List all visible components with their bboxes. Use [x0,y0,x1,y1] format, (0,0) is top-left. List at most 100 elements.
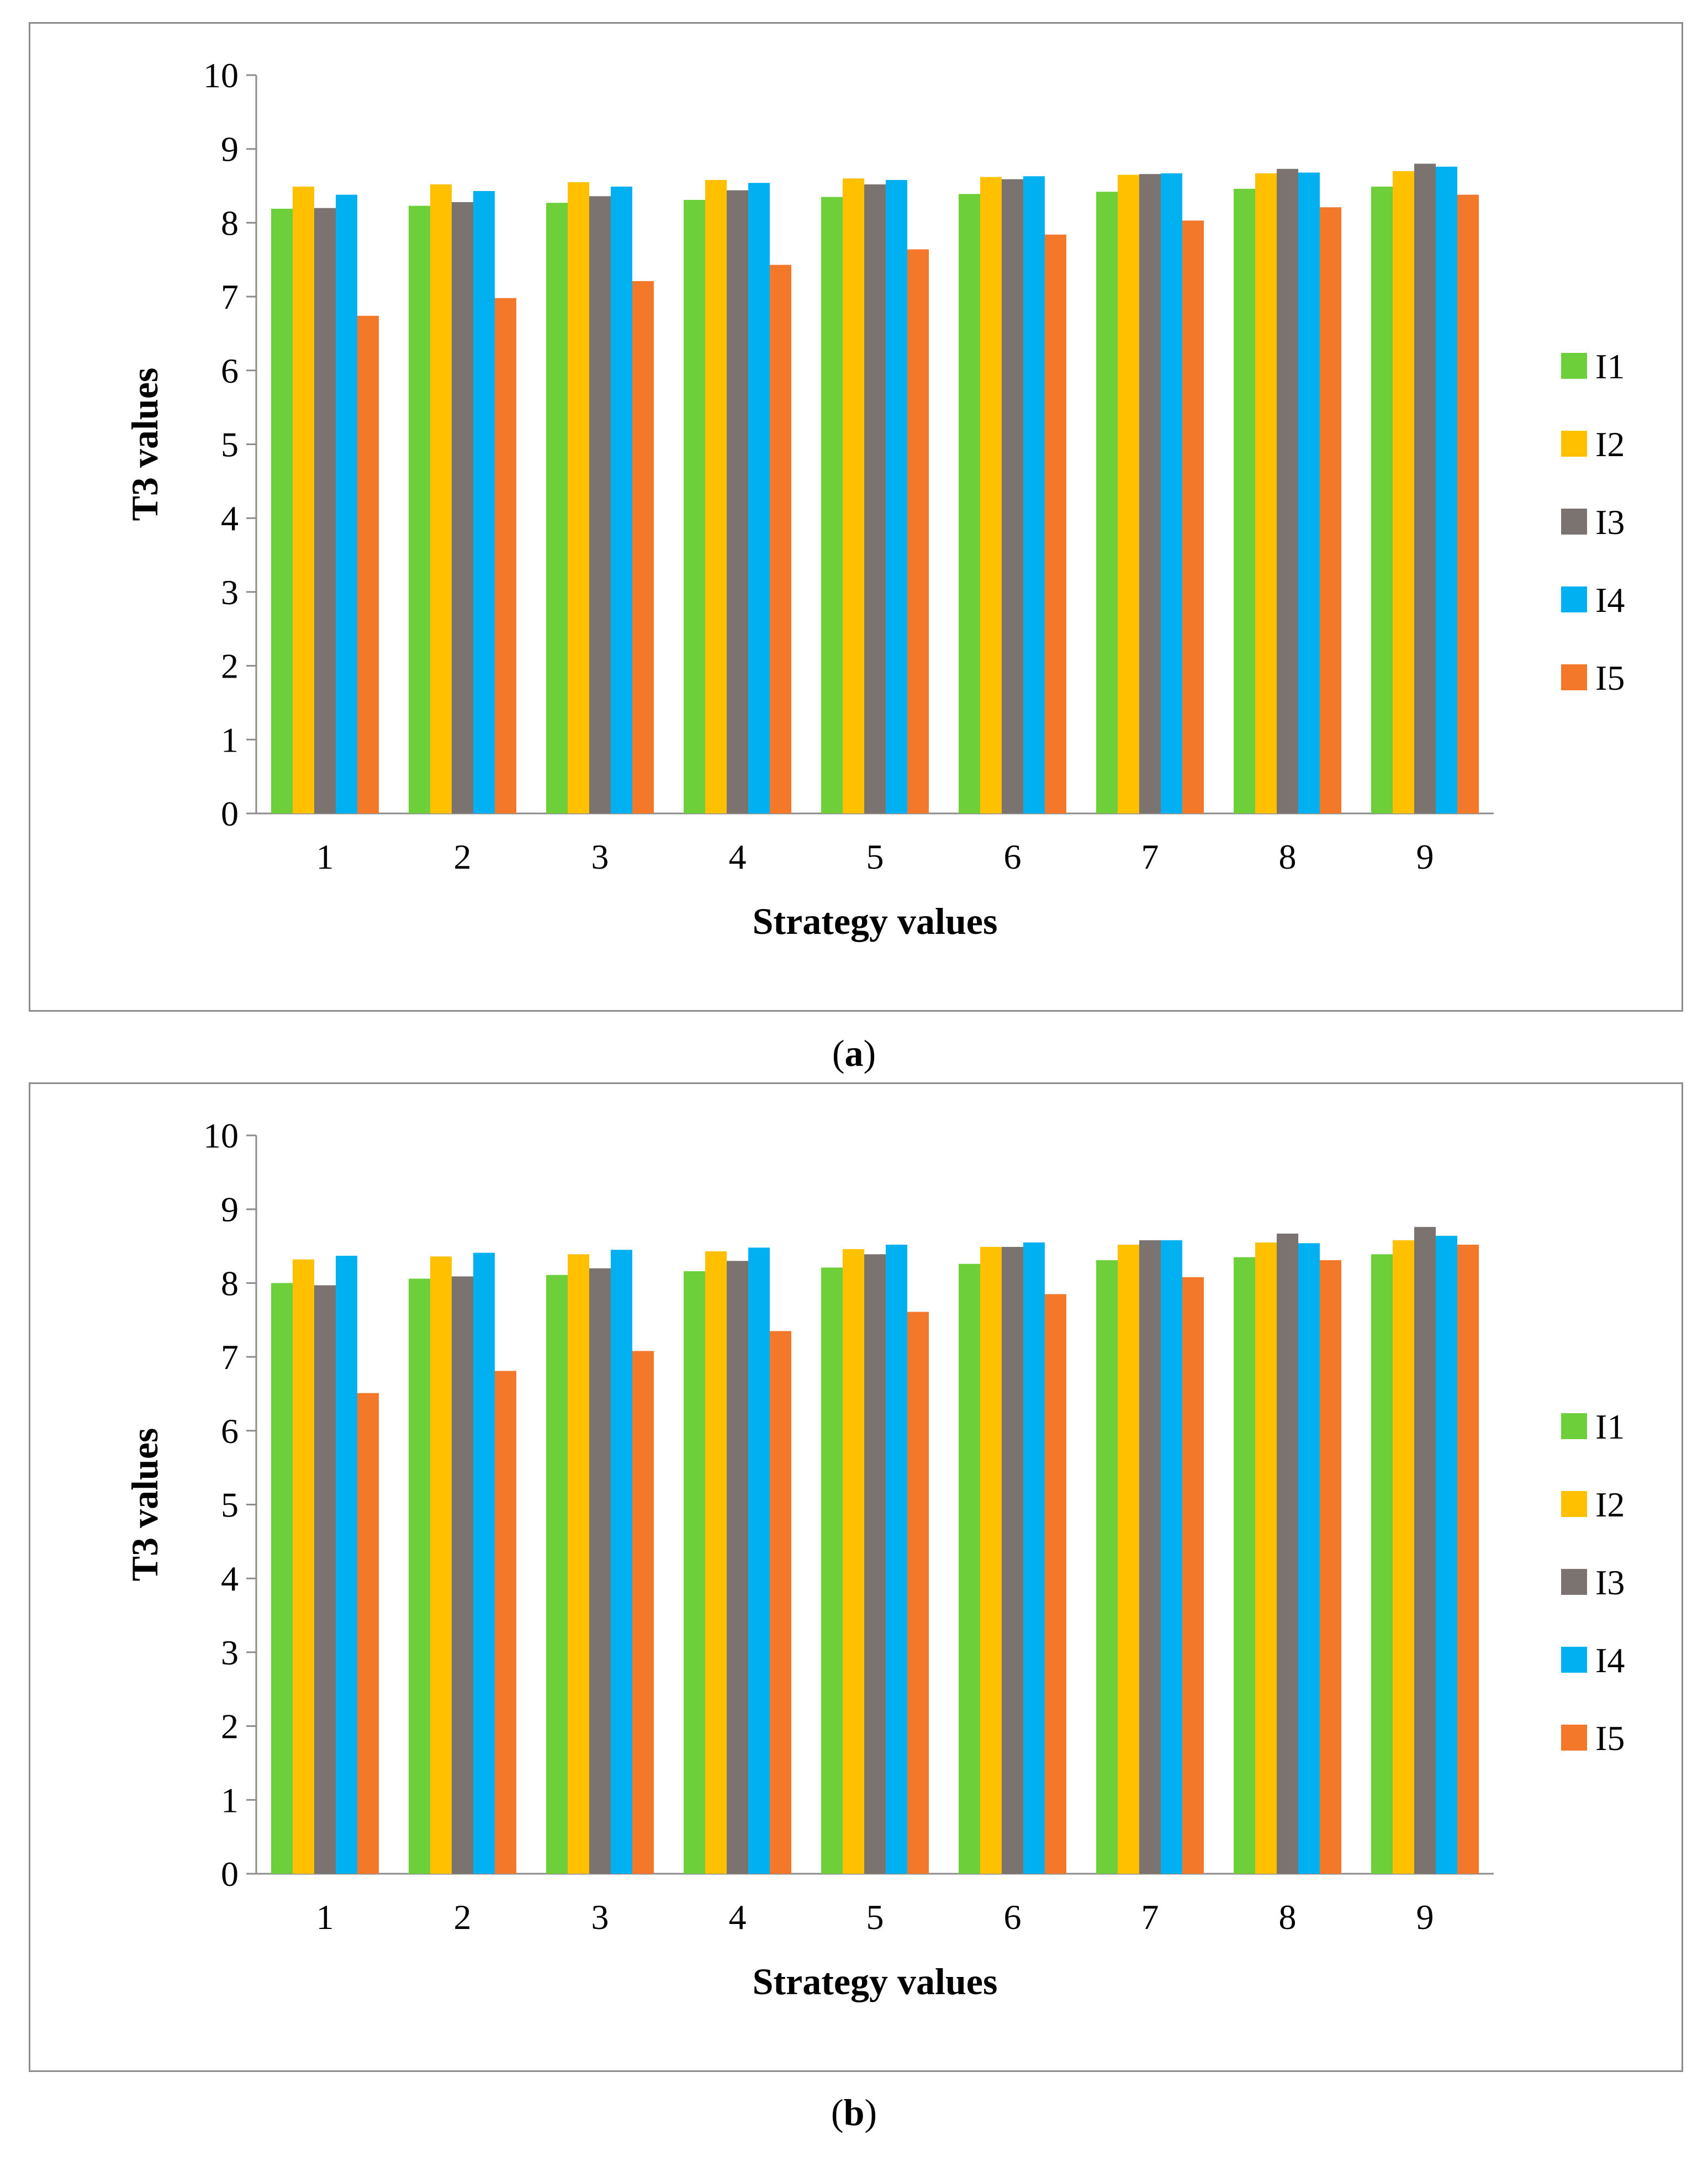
bar-i4-6 [1023,1242,1045,1874]
bar-i2-2 [430,1256,452,1874]
bar-i4-2 [473,191,495,814]
bar-i3-6 [1002,1246,1023,1874]
bar-i4-4 [748,183,770,813]
bar-i2-8 [1255,1242,1277,1874]
bar-i1-2 [409,205,430,814]
bar-i5-4 [770,1331,791,1874]
legend-swatch-i5 [1561,664,1587,690]
bar-i1-5 [821,197,843,814]
bar-i1-1 [271,208,293,813]
bar-i2-9 [1393,171,1414,813]
bar-i4-3 [611,1250,632,1874]
bar-i4-6 [1023,176,1045,814]
legend-swatch-i4 [1561,1647,1587,1673]
bar-i1-6 [959,1264,980,1874]
y-tick-label: 9 [221,130,239,169]
bar-i2-8 [1255,173,1277,813]
bar-chart-a: 0 1 2 3 4 5 6 7 8 9 10 1 2 3 4 5 6 7 8 9 Strategy values T3 v… [124,56,1625,942]
legend-swatch-i4 [1561,586,1587,612]
bar-i3-9 [1414,163,1436,814]
x-tick-label: 7 [1141,837,1159,876]
bar-i1-6 [959,194,980,814]
bar-i4-1 [336,194,357,813]
bar-i2-9 [1393,1240,1414,1874]
chart-panel-a: 0 1 2 3 4 5 6 7 8 9 10 1 2 3 4 5 6 7 8 9 Strategy values T3 v… [29,22,1683,1012]
y-tick-label: 4 [221,1559,239,1598]
bar-i2-7 [1118,175,1139,813]
bar-i2-5 [843,178,864,814]
x-tick-label: 7 [1141,1897,1159,1937]
bar-i3-2 [452,1276,473,1874]
x-tick-label: 8 [1279,1897,1297,1937]
bar-chart-b: 0 1 2 3 4 5 6 7 8 9 10 1 2 3 4 5 6 7 8 9 Strategy values T3 v… [124,1116,1625,2002]
y-tick-label: 5 [221,425,239,464]
y-tick-label: 7 [221,1338,239,1377]
y-tick-label: 6 [221,1412,239,1451]
legend-swatch-i3 [1561,1569,1587,1595]
x-tick-label: 2 [454,1897,472,1937]
y-tick-label: 6 [221,351,239,390]
y-tick-label: 2 [221,647,239,686]
y-tick-label: 0 [221,1854,239,1894]
bar-i3-4 [727,190,748,813]
bar-i5-5 [907,249,929,814]
bar-i2-2 [430,184,452,814]
y-tick-label: 7 [221,277,239,316]
bar-i1-3 [546,203,568,813]
legend-swatch-i1 [1561,353,1587,379]
bar-i4-9 [1436,166,1457,814]
bar-i3-6 [1002,179,1023,814]
bar-i2-4 [705,1251,727,1874]
legend-swatch-i3 [1561,509,1587,535]
bar-i5-3 [632,281,654,813]
bar-i2-6 [980,177,1002,814]
bar-i1-7 [1096,1260,1118,1874]
bar-i4-3 [611,186,632,814]
bar-i4-2 [473,1252,495,1874]
bar-i1-2 [409,1278,430,1874]
bar-i2-6 [980,1246,1002,1874]
legend-swatch-i2 [1561,431,1587,457]
bar-i3-9 [1414,1227,1436,1874]
x-tick-label: 5 [866,1897,884,1937]
bar-i1-9 [1371,186,1393,814]
legend-swatch-i5 [1561,1725,1587,1751]
y-tick-label: 1 [221,1780,239,1820]
bar-i1-5 [821,1267,843,1874]
bar-i1-8 [1234,1257,1255,1874]
bar-i1-4 [684,1271,705,1874]
x-tick-label: 1 [316,837,334,876]
bar-i5-8 [1320,1260,1341,1874]
bar-i5-3 [632,1351,654,1874]
x-tick-label: 9 [1416,1897,1434,1937]
y-tick-label: 10 [203,56,239,95]
bar-i3-7 [1139,174,1161,814]
legend-swatch-i2 [1561,1491,1587,1517]
y-tick-label: 8 [221,1264,239,1303]
legend-label-i2: I2 [1595,425,1625,464]
bar-i2-5 [843,1249,864,1874]
caption-b: (b) [831,2091,877,2133]
y-tick-label: 1 [221,720,239,759]
bar-i5-5 [907,1312,929,1874]
bar-i3-5 [864,1254,886,1874]
legend-label-i1: I1 [1595,1407,1625,1446]
legend-label-i5: I5 [1595,1719,1625,1758]
bar-i3-3 [589,196,611,813]
bar-i2-3 [568,182,589,813]
legend-label-i3: I3 [1595,1563,1625,1602]
bar-i1-8 [1234,188,1255,814]
bar-i2-1 [293,1259,314,1874]
x-axis-title: Strategy values [753,1960,998,2002]
bar-i5-2 [495,298,516,813]
bar-i4-9 [1436,1235,1457,1874]
bar-i1-1 [271,1283,293,1874]
y-tick-label: 5 [221,1486,239,1525]
x-tick-label: 4 [729,1897,747,1937]
bar-i5-9 [1457,1244,1479,1874]
legend-label-i4: I4 [1595,1641,1625,1680]
bar-i3-2 [452,202,473,813]
bar-i1-9 [1371,1254,1393,1874]
legend-swatch-i1 [1561,1413,1587,1439]
x-tick-label: 3 [591,837,609,876]
